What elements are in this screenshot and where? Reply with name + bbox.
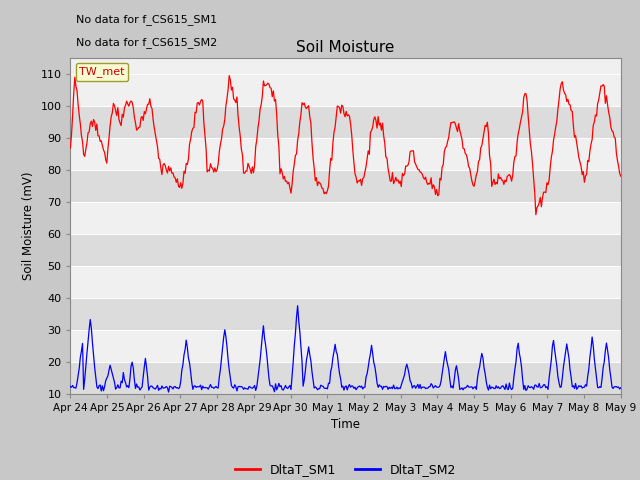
Legend: DltaT_SM1, DltaT_SM2: DltaT_SM1, DltaT_SM2: [230, 458, 461, 480]
Title: Soil Moisture: Soil Moisture: [296, 40, 395, 55]
Bar: [70, 202, 621, 234]
Bar: [70, 330, 621, 361]
Text: No data for f_CS615_SM1: No data for f_CS615_SM1: [76, 14, 217, 25]
Y-axis label: Soil Moisture (mV): Soil Moisture (mV): [22, 171, 35, 280]
Bar: [70, 169, 621, 202]
Bar: [70, 138, 621, 169]
Bar: [70, 73, 621, 106]
X-axis label: Time: Time: [331, 418, 360, 431]
Text: No data for f_CS615_SM2: No data for f_CS615_SM2: [76, 37, 217, 48]
Bar: [70, 361, 621, 394]
Bar: [70, 265, 621, 298]
Bar: [70, 106, 621, 138]
Bar: [70, 234, 621, 265]
Bar: [70, 298, 621, 330]
